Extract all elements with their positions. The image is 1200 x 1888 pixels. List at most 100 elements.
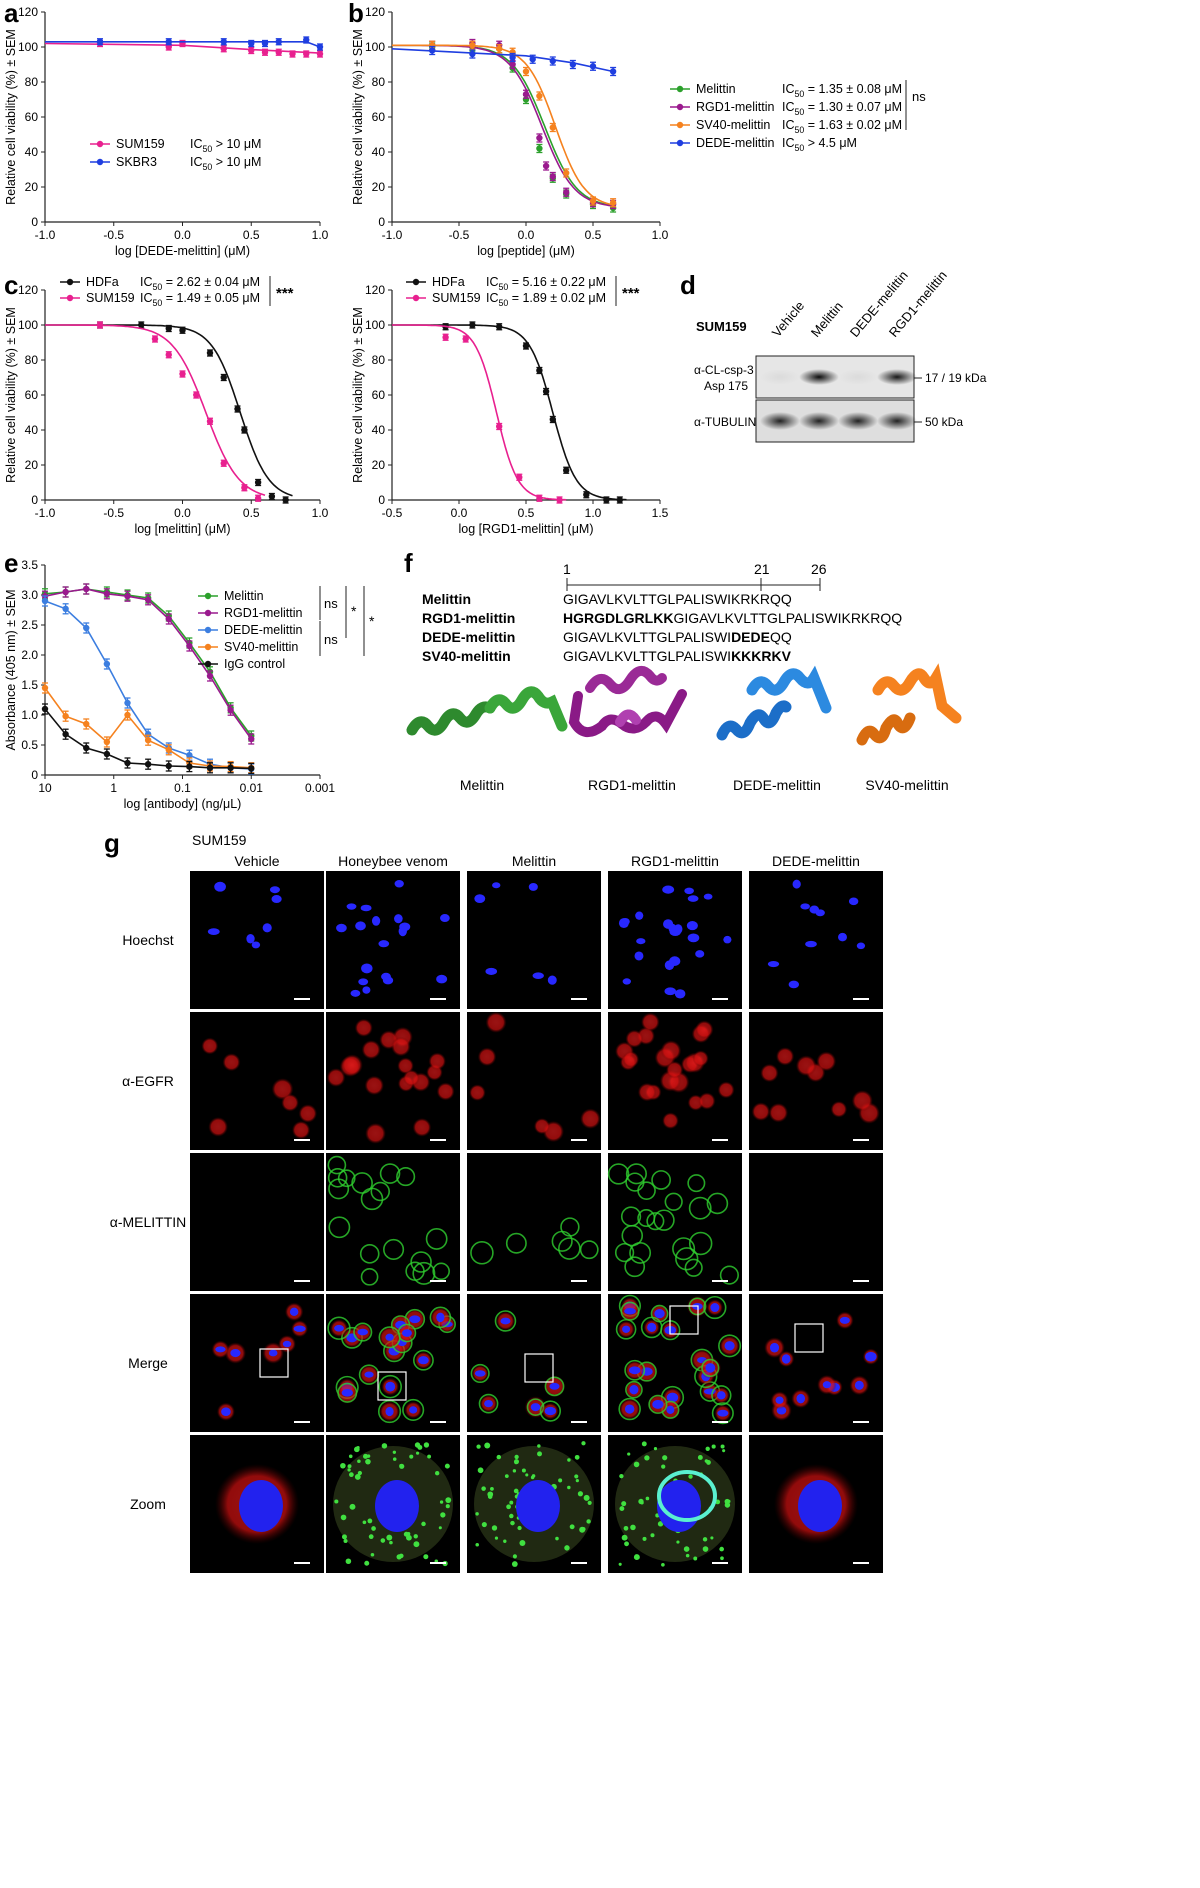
melittin-puncta [575,1478,579,1483]
data-point [469,321,476,329]
tile-background [467,871,601,1009]
melittin-puncta [530,1475,535,1480]
y-tick-label: 20 [25,180,39,194]
melittin-puncta [481,1521,487,1528]
melittin-puncta [618,1562,622,1566]
legend-series-name: IgG control [224,657,285,671]
data-point [542,388,550,395]
x-tick-label: 1 [110,781,117,795]
legend-swatch-dot [204,643,212,651]
y-tick-label: 40 [372,423,386,437]
melittin-puncta [510,1520,515,1526]
y-tick-label: 20 [25,458,39,472]
tile-background [326,871,460,1009]
melittin-puncta [389,1540,393,1545]
egfr-cell [662,1112,679,1130]
microscopy-tile [608,1012,742,1150]
nucleus [436,1312,445,1323]
x-tick-label: 0.5 [243,506,260,520]
melittin-puncta [392,1457,397,1461]
nucleus [781,1354,791,1364]
data-point [261,40,269,47]
nucleus [703,893,713,900]
melittin-puncta [409,1454,414,1459]
panel-letter-d: d [680,270,696,300]
melittin-ring [360,1267,379,1286]
melittin-puncta [587,1500,592,1505]
data-point [542,162,550,170]
microscopy-tile [607,1153,742,1291]
nucleus [394,880,404,888]
chart-c-melittin: 0 20 40 60 80 100 120 -1.0 -0.5 0.0 0.5 1.0 log [mel… [4,275,329,536]
y-tick-label: 2.0 [21,648,38,662]
tile-background [467,1153,601,1291]
fit-curve [391,48,614,73]
legend-swatch-dot [676,139,684,147]
data-point [165,351,172,358]
x-tick-label: -1.0 [35,506,56,520]
blot-band-tubulin [838,412,878,430]
melittin-ring [432,1262,450,1281]
legend-series-name: Melittin [696,82,736,96]
blot-bands [760,369,917,430]
zoom-box [259,1348,289,1378]
melittin-ring [664,1192,683,1211]
melittin-puncta [710,1536,714,1540]
microscopy-tile [749,1435,883,1573]
egfr-cell [326,1068,346,1087]
nucleus [664,987,677,996]
melittin-puncta [423,1442,430,1448]
y-tick-label: 2.5 [21,618,38,632]
data-point [124,711,131,719]
egfr-cell [412,1118,432,1137]
melittin-ring [378,1326,401,1349]
series-line [44,588,252,737]
y-tick-label: 3.5 [21,558,38,572]
melittin-puncta [567,1485,571,1490]
data-point [609,68,617,75]
x-tick-label: 1.0 [312,506,329,520]
egfr-cell [698,1092,716,1110]
y-tick-label: 3.0 [21,588,38,602]
melittin-puncta [476,1444,481,1449]
seq-melittin: GIGAVLKVLTTGLPALISWIKRKRQQ [563,591,792,607]
data-point [220,374,227,381]
melittin-puncta [334,1499,339,1504]
melittin-puncta [513,1488,519,1494]
data-point [316,50,324,58]
legend-series-name: SV40-melittin [696,118,770,132]
microscopy-grid: SUM159 Vehicle Honeybee venom Melittin RGD1… [110,832,883,1573]
melittin-ring [688,1231,713,1256]
row-label: Hoechst [122,932,173,948]
melittin-ring [629,1241,652,1264]
melittin-puncta [644,1455,650,1461]
x-axis-label: log [melittin] (μM) [134,522,230,536]
nucleus [629,1384,639,1395]
melittin-ring [687,1174,706,1193]
melittin-puncta [354,1474,361,1480]
x-tick-label: -0.5 [449,228,470,242]
melittin-puncta [638,1498,644,1505]
melittin-ring [494,1310,517,1332]
legend-ic50: IC50 = 1.63 ± 0.02 μM [782,118,902,135]
data-point [289,50,296,58]
melittin-ring [579,1240,599,1260]
sequence-panel: 1 21 26 Melittin RGD1-melittin DEDE-meli… [406,561,962,793]
seq-name-rgd1: RGD1-melittin [422,610,515,626]
melittin-ring [625,1380,643,1399]
data-point [303,36,310,44]
melittin-puncta [517,1525,522,1531]
melittin-puncta [623,1525,629,1531]
data-point [179,370,186,378]
melittin-ring [505,1232,527,1254]
egfr-cell [485,1011,507,1033]
ruler-tick-1: 1 [563,561,571,577]
melittin-puncta [503,1539,507,1543]
y-tick-label: 120 [18,5,38,19]
egfr-cell [751,1102,771,1121]
legend-ic50: IC50 = 1.30 ± 0.07 μM [782,100,902,117]
melittin-puncta [357,1470,363,1476]
melittin-puncta [633,1461,640,1468]
nucleus [385,1381,396,1392]
row-label: α-EGFR [122,1073,174,1089]
